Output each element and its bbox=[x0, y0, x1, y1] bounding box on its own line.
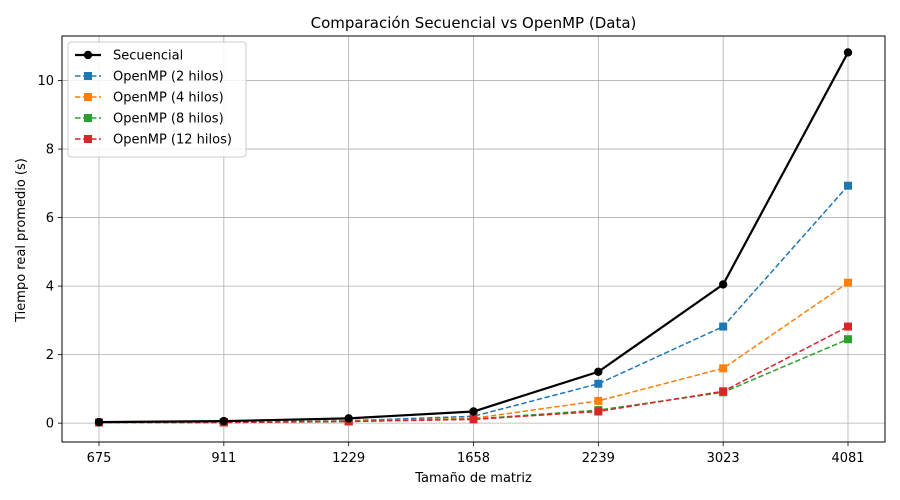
data-point bbox=[843, 48, 853, 57]
data-point bbox=[219, 416, 229, 426]
legend-marker bbox=[84, 72, 92, 80]
series-layer bbox=[94, 48, 853, 427]
legend-marker bbox=[84, 135, 92, 143]
data-point bbox=[594, 367, 603, 376]
tick-layer: 675 911 1229 1658 2239 3023 4081 0 2 4 6 8 10 bbox=[37, 74, 864, 466]
y-tick-label: 8 bbox=[46, 143, 54, 158]
legend: Secuencial OpenMP (2 hilos) OpenMP (4 hilo… bbox=[67, 41, 247, 158]
data-point bbox=[719, 387, 728, 396]
y-tick-label: 2 bbox=[46, 348, 54, 363]
data-point bbox=[94, 417, 104, 427]
legend-label: OpenMP (12 hilos) bbox=[113, 133, 232, 148]
data-point bbox=[844, 335, 852, 344]
data-point bbox=[344, 414, 353, 423]
x-axis-label: Tamaño de matriz bbox=[414, 471, 532, 486]
data-point bbox=[844, 181, 852, 190]
y-tick-label: 10 bbox=[37, 74, 54, 89]
y-tick-label: 0 bbox=[46, 417, 54, 432]
y-tick-label: 6 bbox=[46, 211, 54, 226]
series-0 bbox=[94, 48, 853, 427]
data-point bbox=[594, 407, 603, 416]
data-point bbox=[469, 415, 478, 424]
data-point bbox=[844, 278, 852, 287]
legend-label: OpenMP (8 hilos) bbox=[113, 112, 224, 127]
x-tick-label: 1658 bbox=[457, 451, 490, 466]
data-point bbox=[719, 322, 728, 331]
chart-title: Comparación Secuencial vs OpenMP (Data) bbox=[311, 14, 637, 32]
data-point bbox=[469, 407, 478, 416]
legend-item: OpenMP (4 hilos) bbox=[75, 91, 224, 106]
data-point bbox=[844, 322, 852, 331]
y-axis-label: Tiempo real promedio (s) bbox=[14, 158, 29, 323]
data-point bbox=[718, 280, 728, 289]
legend-item: OpenMP (8 hilos) bbox=[75, 112, 224, 127]
data-point bbox=[719, 364, 728, 373]
legend-label: Secuencial bbox=[113, 49, 183, 64]
legend-marker bbox=[83, 50, 93, 60]
x-tick-label: 1229 bbox=[332, 451, 365, 466]
legend-item: OpenMP (2 hilos) bbox=[75, 70, 224, 85]
data-point bbox=[594, 379, 603, 388]
legend-box bbox=[67, 41, 247, 158]
y-tick-label: 4 bbox=[46, 280, 54, 295]
legend-item: OpenMP (12 hilos) bbox=[75, 133, 232, 148]
legend-marker bbox=[84, 93, 92, 101]
x-tick-label: 675 bbox=[87, 451, 112, 466]
legend-item: Secuencial bbox=[75, 49, 183, 64]
x-tick-label: 4081 bbox=[831, 451, 864, 466]
x-tick-label: 3023 bbox=[707, 451, 740, 466]
x-tick-label: 911 bbox=[211, 451, 236, 466]
data-point bbox=[594, 396, 603, 405]
legend-label: OpenMP (4 hilos) bbox=[113, 91, 224, 106]
legend-label: OpenMP (2 hilos) bbox=[113, 70, 224, 85]
x-tick-label: 2239 bbox=[582, 451, 615, 466]
legend-marker bbox=[84, 114, 92, 122]
